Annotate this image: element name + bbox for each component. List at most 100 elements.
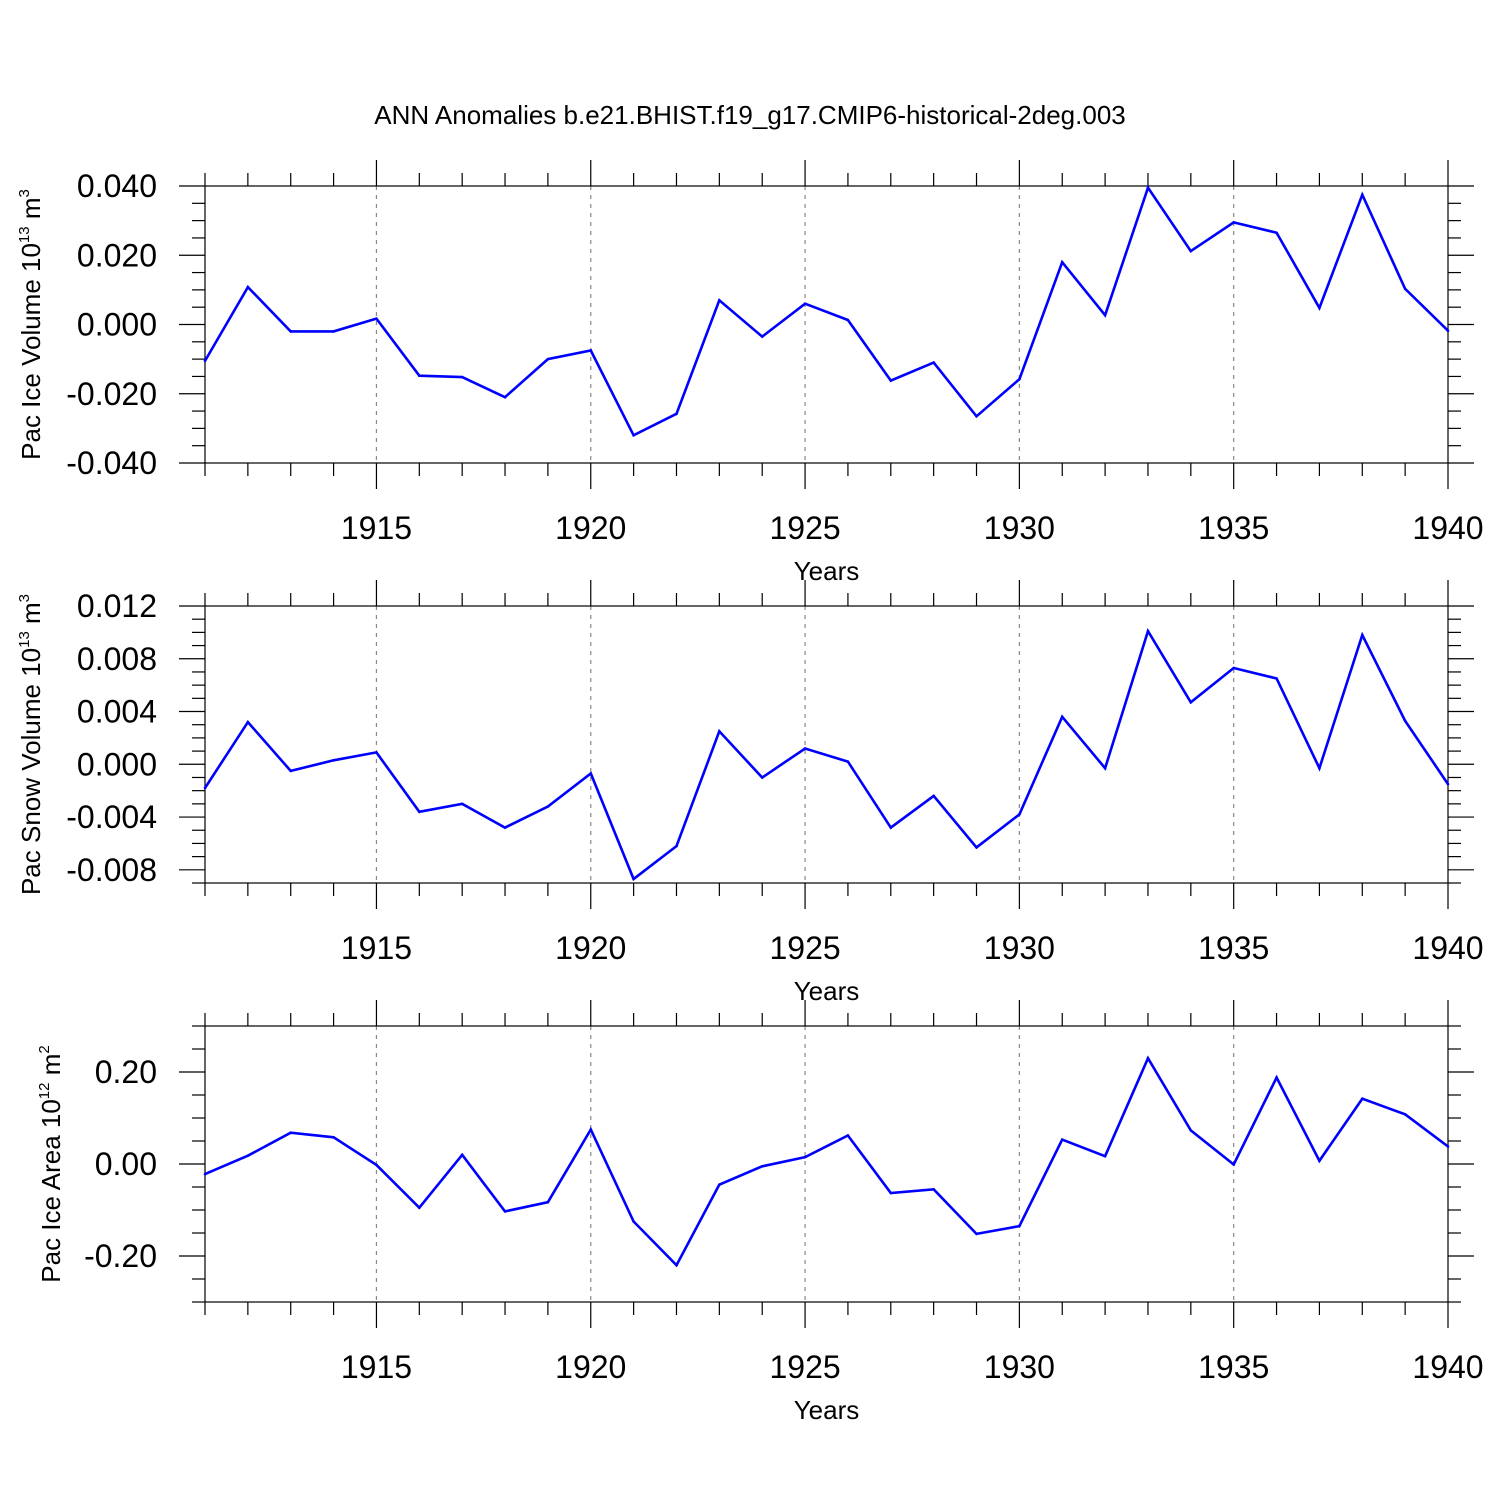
ice-volume-data-point [975,414,978,418]
ice-area-x-tick-label: 1935 [1198,1349,1269,1385]
ice-area-data-point [375,1163,378,1167]
ice-area-data-point [1318,1159,1321,1163]
ice-area-data-point [1103,1154,1107,1158]
ice-area-data-point [1146,1056,1150,1060]
ice-area-data-point [675,1263,678,1267]
snow-volume-y-tick-label: 0.004 [77,694,157,730]
ice-volume-data-point [1318,306,1321,310]
ice-volume-data-point [546,357,550,361]
ice-volume-x-tick-label: 1925 [769,510,840,546]
ice-volume-data-point [503,395,507,399]
ice-area-data-point [1189,1129,1193,1132]
ice-area-data-point [932,1188,935,1191]
ice-area-data-point [1018,1224,1021,1228]
snow-volume-x-tick-label: 1925 [769,930,840,966]
ice-volume-y-tick-label: 0.020 [77,237,157,273]
snow-volume-data-point [1018,813,1021,816]
snow-volume-y-tick-label: 0.008 [77,641,157,677]
snow-volume-y-tick-label: -0.008 [66,852,157,888]
snow-volume-data-point [1060,715,1064,719]
ice-volume-data-point [803,302,807,306]
ice-volume-panel: -0.040 -0.020 0.000 0.020 0.040 1915 1920 1925 1… [16,160,1484,586]
ice-area-x-tick-label: 1930 [984,1349,1055,1385]
ice-volume-data-point [1018,377,1021,381]
ice-area-data-point [1403,1113,1407,1116]
snow-volume-data-point [289,769,293,773]
snow-volume-data-point [889,826,893,829]
snow-volume-y-tick-label: -0.004 [66,799,157,835]
ice-volume-data-point [846,318,850,322]
snow-volume-data-point [418,810,421,814]
figure-title: ANN Anomalies b.e21.BHIST.f19_g17.CMIP6-… [374,100,1126,130]
snow-volume-data-point [1146,629,1150,633]
ice-area-data-point [846,1134,850,1137]
ice-volume-data-point [589,349,593,352]
ice-area-data-point [718,1183,721,1186]
ice-volume-y-tick-label: 0.000 [77,307,157,343]
ice-area-data-point [246,1154,250,1158]
snow-volume-x-tick-label: 1940 [1412,930,1483,966]
snow-volume-data-point [932,794,935,798]
ice-volume-data-point [632,434,635,437]
ice-area-data-point [289,1131,293,1135]
snow-volume-data-point [975,846,978,849]
ice-area-data-point [760,1165,764,1168]
ice-area-data-point [803,1155,807,1159]
ice-area-panel: -0.20 0.00 0.20 1915 1920 1925 1930 1935 1940 Yea… [36,1000,1484,1425]
ice-area-plot-frame [204,1025,1449,1303]
snow-volume-y-tick-label: 0.012 [77,588,157,624]
ice-volume-data-point [203,359,207,363]
snow-volume-data-point [1103,766,1107,770]
ice-area-data-point [1446,1145,1450,1148]
snow-volume-data-point [632,877,635,881]
snow-volume-data-point [1446,782,1450,786]
ice-volume-data-point [1403,287,1407,291]
ice-area-data-point [589,1128,593,1131]
ice-volume-y-tick-label: -0.020 [66,376,157,412]
snow-volume-data-point [1275,677,1278,680]
snow-volume-x-tick-label: 1915 [341,930,412,966]
ice-volume-y-tick-label: 0.040 [77,168,157,204]
snow-volume-data-point [846,760,850,763]
ice-area-data-point [1232,1163,1235,1166]
ice-area-series-line [204,1055,1449,1268]
snow-volume-data-point [1318,766,1321,770]
ice-area-data-point [418,1206,421,1209]
ice-volume-data-point [418,374,421,378]
ice-area-data-point [203,1172,207,1176]
ice-area-data-point [1060,1138,1064,1141]
ice-volume-data-point [289,330,293,333]
snow-volume-data-point [503,826,507,829]
ice-volume-data-point [1189,249,1193,253]
ice-volume-data-point [1103,313,1107,317]
ice-volume-x-tick-label: 1935 [1198,510,1269,546]
ice-area-x-tick-label: 1925 [769,1349,840,1385]
ice-volume-data-point [1060,260,1064,264]
ice-volume-series-line [203,184,1449,438]
ice-volume-data-point [1275,231,1278,235]
ice-area-data-point [975,1232,978,1236]
ice-volume-data-point [460,375,464,379]
ice-volume-data-point [1146,186,1150,190]
ice-volume-plot-frame [204,185,1449,464]
snow-volume-data-point [1360,633,1364,637]
snow-volume-x-tick-label: 1930 [984,930,1055,966]
snow-volume-data-point [332,759,335,762]
snow-volume-data-point [203,786,207,790]
snow-volume-data-point [675,844,678,848]
snow-volume-data-point [246,720,250,724]
ice-area-data-point [332,1136,335,1139]
snow-volume-data-point [1403,719,1407,723]
ice-area-data-point [632,1220,635,1223]
ice-area-data-point [546,1200,550,1204]
ice-volume-data-point [1232,221,1235,224]
snow-volume-x-tick-label: 1920 [555,930,626,966]
snow-volume-x-tick-label: 1935 [1198,930,1269,966]
ice-area-y-axis-label: Pac Ice Area 1012 m2 [36,1045,66,1282]
snow-volume-data-point [760,776,764,779]
snow-volume-y-axis-label: Pac Snow Volume 1013 m3 [16,594,46,895]
snow-volume-data-point [803,747,807,750]
snow-volume-data-point [589,772,593,775]
ice-area-y-tick-label: -0.20 [84,1238,157,1274]
